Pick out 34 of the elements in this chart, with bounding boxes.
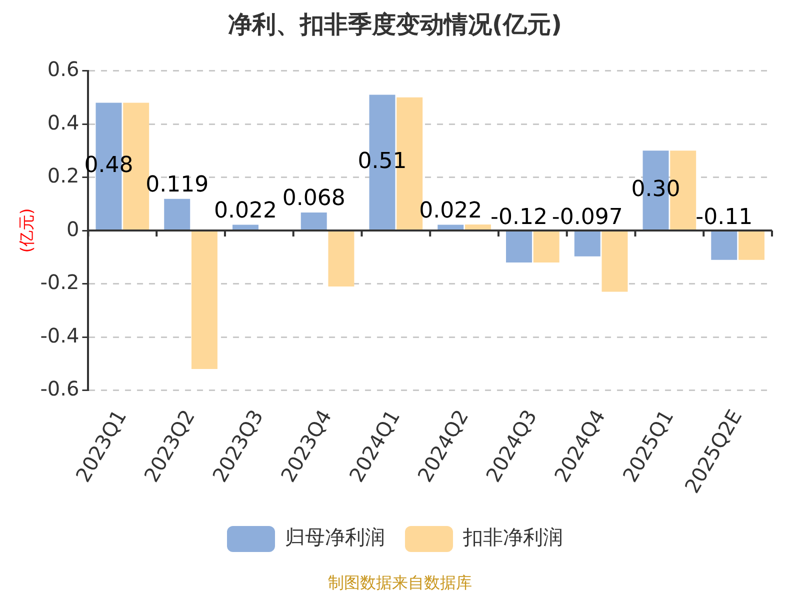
- text: 制图数据来自数据库: [328, 573, 472, 592]
- y-tick-label: 0.4: [47, 110, 80, 134]
- bar: [191, 231, 218, 370]
- data-label: 0.068: [282, 186, 346, 212]
- bar: [328, 231, 354, 286]
- bar: [232, 224, 258, 230]
- legend-label: 归母净利润: [285, 525, 385, 550]
- bar: [533, 231, 560, 263]
- y-tick-label: -0.6: [40, 376, 80, 401]
- bar: [602, 231, 628, 292]
- bar: [300, 212, 327, 230]
- data-label: -0.12: [490, 205, 548, 230]
- y-tick-label: -0.4: [40, 323, 80, 348]
- bar: [738, 231, 764, 260]
- legend-label: 扣非净利润: [462, 525, 563, 550]
- data-label: -0.097: [552, 205, 623, 230]
- bar: [506, 231, 532, 263]
- data-label: 0.022: [419, 198, 482, 224]
- y-tick-label: 0.6: [47, 57, 80, 82]
- data-label: -0.11: [696, 205, 753, 230]
- data-label: 0.022: [214, 198, 277, 224]
- data-label: 0.51: [358, 149, 407, 174]
- bar: [164, 198, 190, 230]
- data-label: 0.119: [146, 172, 209, 198]
- chart-title: 净利、扣非季度变动情况(亿元): [228, 10, 562, 39]
- y-tick-label: 0.2: [47, 164, 80, 188]
- y-tick-label: 0: [66, 216, 80, 241]
- bar: [574, 231, 600, 256]
- data-label: 0.30: [631, 176, 680, 202]
- y-tick-label: -0.2: [40, 270, 80, 294]
- y-axis-title: (亿元): [16, 208, 36, 253]
- bar: [711, 231, 738, 260]
- bar: [438, 224, 464, 230]
- bar: [464, 224, 491, 230]
